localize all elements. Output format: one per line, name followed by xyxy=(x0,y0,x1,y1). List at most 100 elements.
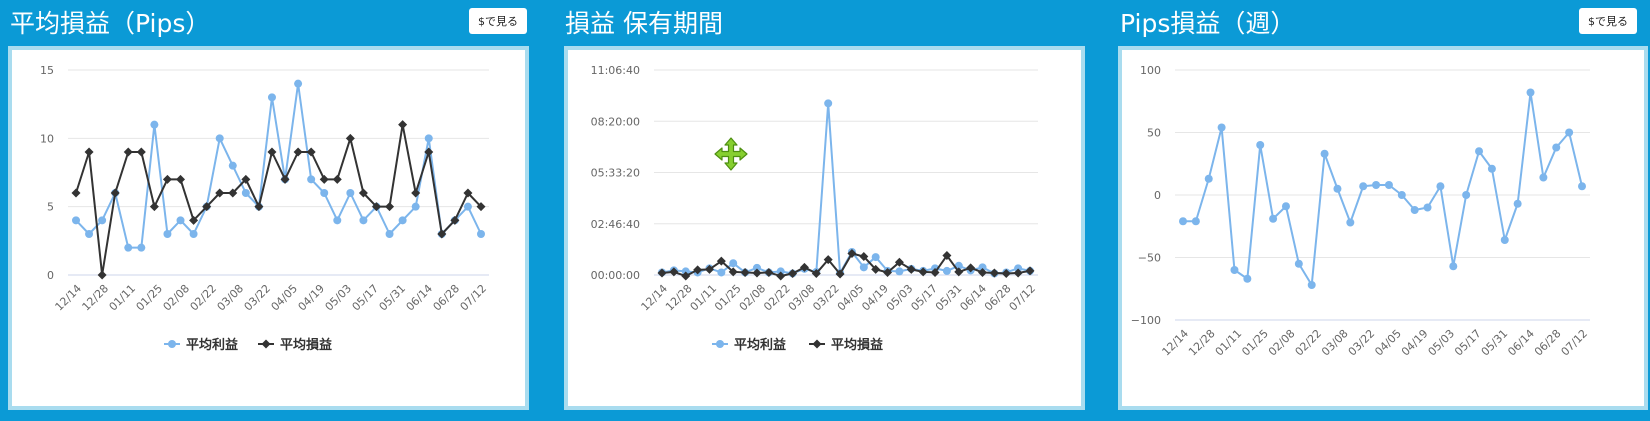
y-tick-label: 0 xyxy=(47,269,54,282)
y-tick-label: 100 xyxy=(1140,64,1161,77)
data-point xyxy=(740,267,750,277)
data-point xyxy=(371,202,381,212)
data-point xyxy=(930,267,940,277)
data-point xyxy=(85,230,94,238)
data-point xyxy=(1191,217,1200,226)
series-line xyxy=(661,102,1031,275)
data-point xyxy=(123,147,133,157)
x-tick-label: 05/17 xyxy=(908,282,940,314)
chart-card: 00:00:00 02:46:40 05:33:20 08:20:00 11:06:40… xyxy=(564,46,1085,410)
data-point xyxy=(437,229,447,239)
data-point xyxy=(717,268,726,277)
x-tick-label: 06/28 xyxy=(431,282,463,314)
y-tick-label: −50 xyxy=(1138,252,1161,265)
data-point xyxy=(1423,203,1432,212)
data-point xyxy=(1500,236,1509,244)
data-point xyxy=(918,267,928,277)
panel-title: Pips損益（週） xyxy=(1120,9,1296,38)
data-point xyxy=(110,188,120,198)
data-point xyxy=(267,93,276,102)
legend-label: 平均利益 xyxy=(734,337,786,353)
data-point xyxy=(1333,184,1342,193)
data-point xyxy=(280,174,290,184)
data-point xyxy=(450,215,460,225)
x-tick-label: 06/28 xyxy=(982,282,1014,314)
data-point xyxy=(320,189,329,197)
data-point xyxy=(189,230,198,238)
data-point xyxy=(1397,191,1406,199)
panel-title: 損益 保有期間 xyxy=(565,9,723,38)
data-point xyxy=(477,230,485,238)
data-point xyxy=(776,267,785,276)
data-point xyxy=(799,262,809,272)
data-point xyxy=(1217,123,1226,132)
data-point xyxy=(1204,174,1213,183)
data-point xyxy=(1281,202,1290,211)
data-point xyxy=(332,174,342,184)
data-point xyxy=(1384,181,1393,189)
data-point xyxy=(215,134,224,143)
x-tick-label: 03/08 xyxy=(786,282,818,314)
data-point xyxy=(1372,181,1381,189)
data-point xyxy=(978,267,988,277)
x-tick-label: 04/05 xyxy=(269,282,301,314)
x-tick-label: 03/08 xyxy=(1319,327,1351,359)
chart-card: −100 −50 0 50 100 12/14 12/28 01/11 01/25 02/08 02… xyxy=(1118,46,1648,410)
data-point xyxy=(398,216,407,225)
legend-label: 平均損益 xyxy=(280,337,332,353)
data-point xyxy=(98,216,107,225)
x-tick-label: 01/25 xyxy=(712,282,744,314)
y-tick-label: 05:33:20 xyxy=(591,167,640,180)
data-point xyxy=(463,188,473,198)
legend-label: 平均損益 xyxy=(831,337,883,353)
x-tick-label: 12/28 xyxy=(80,282,112,314)
data-point xyxy=(476,202,486,212)
data-point xyxy=(1230,266,1239,274)
legend-swatch-marker xyxy=(716,340,724,348)
data-point xyxy=(124,243,133,252)
x-tick-label: 01/11 xyxy=(1213,327,1245,359)
show-in-dollars-button[interactable]: $で見る xyxy=(1579,8,1637,34)
data-point xyxy=(1013,268,1023,278)
data-point xyxy=(1001,268,1011,278)
data-point xyxy=(1552,143,1561,152)
data-point xyxy=(657,268,667,278)
data-point xyxy=(942,251,952,261)
x-tick-label: 05/03 xyxy=(1426,327,1458,359)
data-point xyxy=(84,147,94,157)
data-point xyxy=(1526,88,1535,97)
x-tick-label: 03/08 xyxy=(215,282,247,314)
x-tick-label: 02/08 xyxy=(1266,327,1298,359)
x-tick-label: 02/22 xyxy=(761,282,793,314)
data-point xyxy=(176,174,186,184)
average-pips-chart: 0 5 10 15 12/1412/2801/1101/2502/0802/2203/0… xyxy=(40,64,489,353)
series-line xyxy=(661,252,1031,278)
data-point xyxy=(1014,264,1023,273)
data-point xyxy=(1462,191,1471,199)
data-point xyxy=(823,255,833,265)
data-point xyxy=(202,202,212,212)
y-tick-label: 02:46:40 xyxy=(591,218,640,231)
data-point xyxy=(1449,262,1458,271)
legend-swatch-marker xyxy=(168,340,176,348)
data-point xyxy=(307,175,316,184)
data-point xyxy=(149,202,159,212)
weekly-pips-chart: −100 −50 0 50 100 12/1412/2801/1101/2502/0802… xyxy=(1131,64,1590,359)
data-point xyxy=(241,174,251,184)
data-point xyxy=(333,216,342,225)
x-tick-label: 12/28 xyxy=(663,282,695,314)
data-point xyxy=(1269,214,1278,223)
data-point xyxy=(681,267,690,276)
show-in-dollars-button[interactable]: $で見る xyxy=(469,8,527,34)
data-point xyxy=(681,271,691,281)
data-point xyxy=(136,147,146,157)
data-point xyxy=(942,266,951,275)
data-point xyxy=(716,256,726,266)
data-point xyxy=(424,147,434,157)
data-point xyxy=(1359,182,1368,191)
data-point xyxy=(752,263,761,272)
x-tick-label: 01/25 xyxy=(134,282,166,314)
x-tick-label: 12/14 xyxy=(53,282,85,314)
x-tick-label: 05/17 xyxy=(1452,327,1484,359)
x-tick-label: 12/14 xyxy=(1160,327,1192,359)
